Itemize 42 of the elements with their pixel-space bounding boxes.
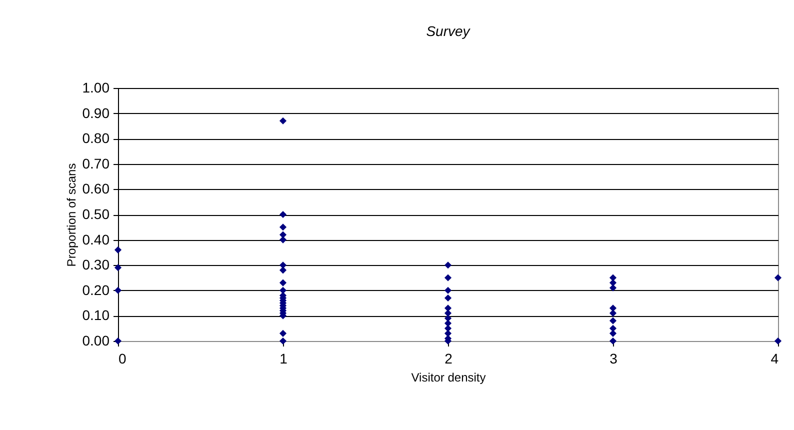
point — [114, 246, 122, 254]
point — [279, 210, 287, 218]
x-axis-title: Visitor density — [411, 370, 486, 384]
x-tick-label: 1 — [280, 350, 288, 366]
point — [279, 117, 287, 124]
y-tick-label: 0.80 — [82, 130, 110, 146]
point — [774, 274, 782, 282]
point — [609, 317, 617, 324]
y-tick-label: 0.20 — [82, 282, 110, 298]
x-tick-label: 2 — [444, 350, 453, 366]
point — [279, 330, 287, 337]
y-tick-label: 0.70 — [82, 155, 110, 172]
y-axis-title: Proportion of scans — [64, 163, 78, 267]
point — [609, 337, 617, 345]
x-tick-label: 4 — [770, 350, 779, 366]
point — [609, 284, 617, 292]
point — [279, 279, 287, 286]
point — [609, 304, 617, 312]
point — [609, 310, 617, 317]
point — [279, 262, 287, 269]
y-tick-label: 0.90 — [82, 104, 110, 121]
point — [279, 337, 287, 345]
y-tick-label: 0.60 — [82, 180, 110, 197]
y-tick-label: 1.00 — [82, 80, 110, 96]
point — [609, 330, 617, 337]
point — [444, 286, 452, 294]
y-tick-label: 0.50 — [82, 206, 110, 222]
chart-title: Survey — [426, 23, 471, 39]
point — [444, 304, 452, 312]
y-tick-label: 0.10 — [82, 307, 110, 324]
point — [279, 236, 287, 244]
point — [279, 266, 287, 274]
point — [444, 274, 452, 282]
point — [444, 294, 452, 302]
y-tick-label: 0.00 — [82, 332, 110, 348]
point — [279, 224, 287, 231]
x-tick-label: 3 — [610, 350, 618, 366]
y-tick-label: 0.30 — [82, 256, 110, 273]
point — [774, 337, 782, 345]
point — [444, 262, 452, 269]
y-tick-label: 0.40 — [82, 231, 110, 248]
x-tick-label: 0 — [118, 350, 126, 366]
